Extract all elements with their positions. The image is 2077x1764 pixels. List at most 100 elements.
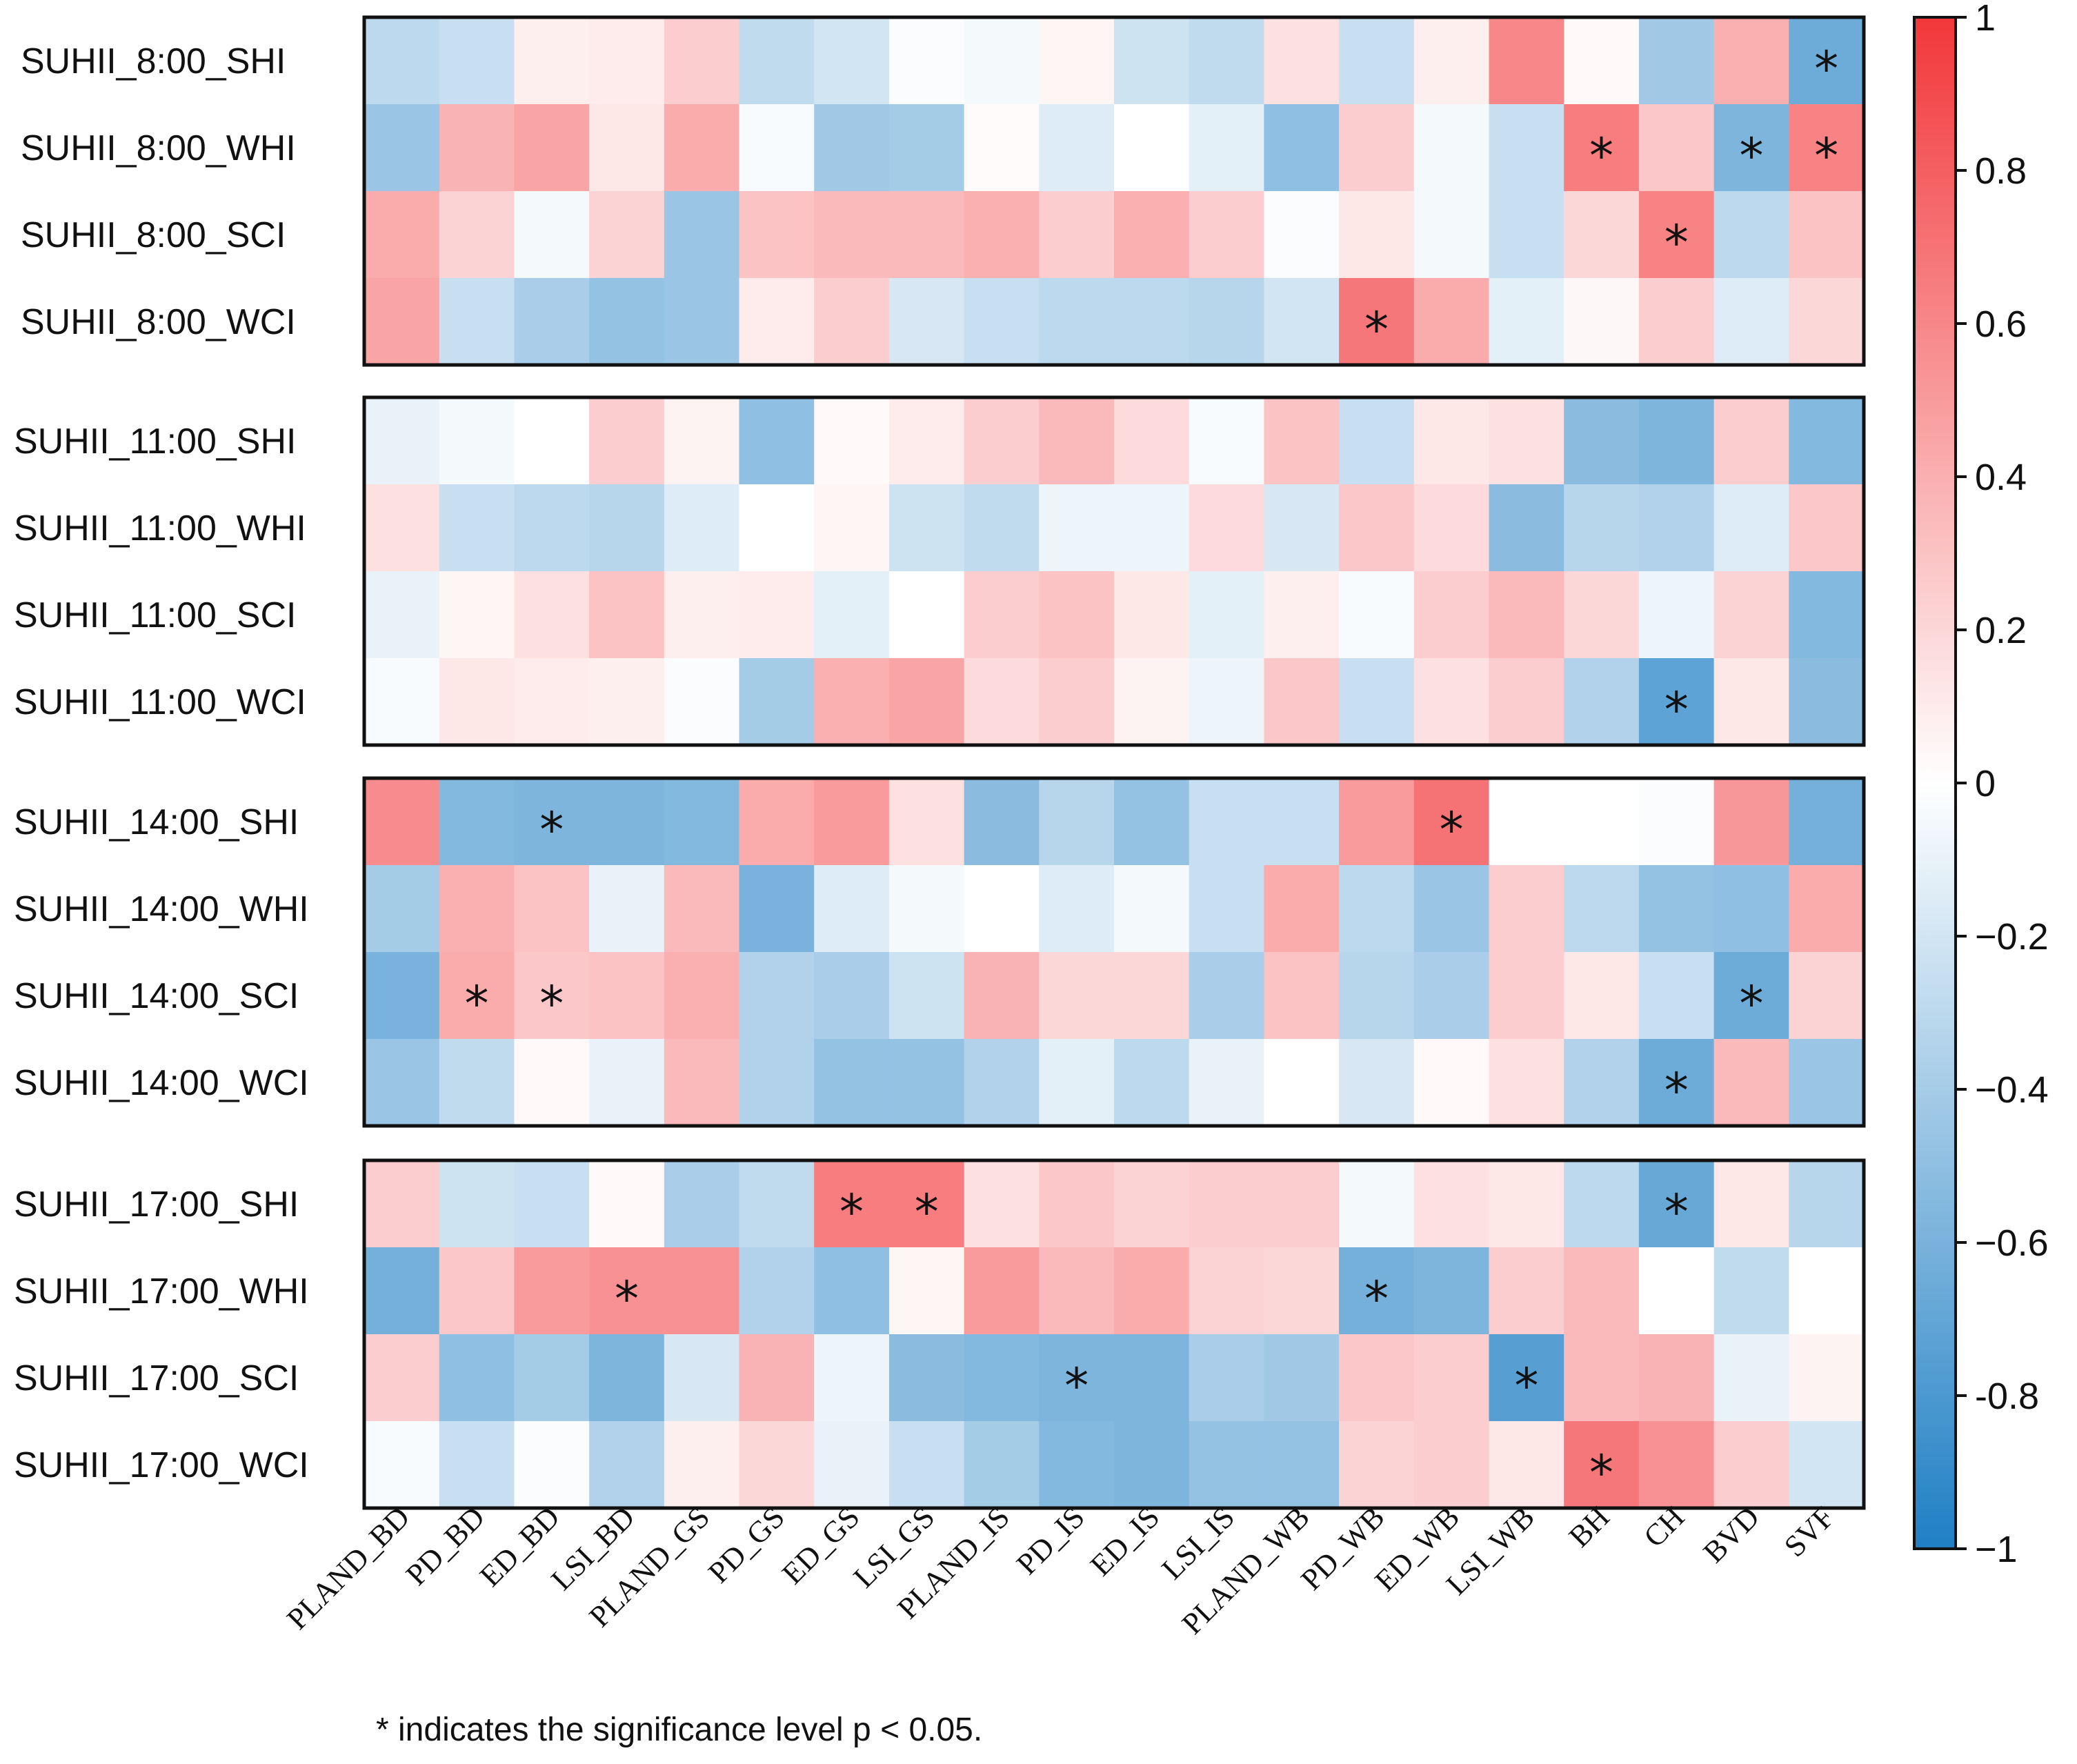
heatmap-cell: [1264, 397, 1340, 485]
heatmap-cell: [1638, 865, 1715, 953]
heatmap-cell: [1638, 484, 1715, 572]
heatmap-cell: [1489, 1421, 1564, 1509]
heatmap-cell: [514, 278, 590, 366]
heatmap-cell: [1413, 1334, 1490, 1422]
heatmap-cell: [1564, 484, 1640, 572]
heatmap-cell: [1264, 104, 1340, 192]
heatmap-cell: [888, 571, 965, 659]
heatmap-cell: [1789, 191, 1865, 279]
heatmap-cell: [364, 1039, 440, 1127]
group-frame: [362, 1158, 1866, 1510]
significance-footnote: * indicates the significance level p < 0…: [376, 1712, 983, 1748]
heatmap-cell: [1713, 952, 1789, 1040]
row-label: SUHII_14:00_SCI: [14, 976, 299, 1016]
heatmap-cell: [1789, 778, 1865, 866]
significance-star: *: [1064, 1358, 1089, 1414]
heatmap-cell: [1189, 1247, 1264, 1335]
heatmap-cell: [589, 778, 665, 866]
column-label: PD_IS: [1010, 1500, 1091, 1581]
heatmap-cell: [1789, 571, 1865, 659]
heatmap-cell: [1114, 778, 1190, 866]
heatmap-cell: [1564, 778, 1640, 866]
heatmap-cell: [1789, 658, 1865, 746]
colorbar-tick-label: -0.8: [1975, 1376, 2039, 1417]
heatmap-cell: [1114, 571, 1190, 659]
heatmap-cell: [514, 1247, 590, 1335]
significance-star: *: [1814, 41, 1838, 97]
heatmap-cell: [1489, 658, 1564, 746]
heatmap-cell: [1114, 1039, 1190, 1127]
significance-star: *: [1664, 215, 1689, 271]
significance-star: *: [1589, 1445, 1613, 1501]
heatmap-cell: [1713, 278, 1789, 366]
heatmap-cell: [1189, 278, 1264, 366]
group-frame: [362, 15, 1866, 367]
heatmap-cell: [1713, 571, 1789, 659]
heatmap-cell: [964, 104, 1040, 192]
heatmap-cell: [739, 278, 815, 366]
heatmap-cell: [739, 778, 815, 866]
heatmap-cell: [514, 397, 590, 485]
heatmap-cell: [814, 1247, 890, 1335]
heatmap-cell: [1789, 1334, 1865, 1422]
heatmap-cell: [739, 1039, 815, 1127]
heatmap-cell: [1039, 1160, 1115, 1248]
column-labels: PLAND_BDPD_BDED_BDLSI_BDPLAND_GSPD_GSED_…: [280, 1500, 1840, 1641]
row-label: SUHII_11:00_WCI: [14, 682, 306, 722]
heatmap-cell: [439, 278, 515, 366]
heatmap-cell: [1564, 658, 1640, 746]
heatmap-cell: [1264, 1421, 1340, 1509]
column-label: PLAND_BD: [280, 1500, 416, 1636]
heatmap-cell: [964, 278, 1040, 366]
heatmap-cell: [1713, 1160, 1789, 1248]
heatmap-cell: [589, 17, 665, 105]
heatmap-cell: [1638, 1334, 1715, 1422]
heatmap-cell: [1638, 658, 1715, 746]
row-label: SUHII_8:00_WHI: [21, 128, 296, 168]
heatmap-cell: [1789, 1247, 1865, 1335]
heatmap-cell: [888, 865, 965, 953]
heatmap-cell: [364, 397, 440, 485]
colorbar-tick-label: 0: [1975, 763, 1996, 804]
significance-star: *: [839, 1184, 864, 1240]
heatmap-cell: [1489, 1160, 1564, 1248]
heatmap-cell: [1039, 278, 1115, 366]
heatmap-cell: [1114, 1247, 1190, 1335]
significance-star: *: [539, 975, 564, 1032]
heatmap-cell: [1489, 17, 1564, 105]
row-label: SUHII_17:00_SHI: [14, 1185, 299, 1225]
heatmap-cell: [1114, 1334, 1190, 1422]
heatmap-cell: [814, 1334, 890, 1422]
heatmap-cell: [439, 191, 515, 279]
significance-star: *: [915, 1184, 939, 1240]
group-frame: [362, 776, 1866, 1128]
heatmap-cell: [664, 104, 740, 192]
heatmap-cell: [364, 658, 440, 746]
heatmap-cell: [589, 1039, 665, 1127]
heatmap-cell: [664, 1421, 740, 1509]
heatmap-cell: [1264, 484, 1340, 572]
heatmap-cell: [664, 1334, 740, 1422]
heatmap-cell: [1638, 778, 1715, 866]
heatmap-cell: [1638, 17, 1715, 105]
row-label: SUHII_8:00_WCI: [21, 302, 296, 342]
colorbar-tick-label: −0.6: [1975, 1222, 2049, 1264]
heatmap-cell: [1339, 1421, 1415, 1509]
significance-star: *: [1664, 1184, 1689, 1240]
row-label: SUHII_11:00_WHI: [14, 508, 306, 548]
heatmap-cell: [1413, 1039, 1490, 1127]
heatmap-cell: [1114, 397, 1190, 485]
column-label: PD_GS: [702, 1500, 791, 1589]
heatmap-cell: [514, 865, 590, 953]
heatmap-cell: [514, 1039, 590, 1127]
heatmap-cell: [1189, 1334, 1264, 1422]
heatmap-cell: [1114, 658, 1190, 746]
heatmap-cell: [814, 191, 890, 279]
heatmap-cell: [439, 397, 515, 485]
heatmap-cell: [1189, 397, 1264, 485]
heatmap-cell: [1489, 191, 1564, 279]
heatmap-cell: [1114, 484, 1190, 572]
heatmap-cell: [664, 278, 740, 366]
heatmap-cell: [1413, 778, 1490, 866]
heatmap-cell: [1189, 1039, 1264, 1127]
